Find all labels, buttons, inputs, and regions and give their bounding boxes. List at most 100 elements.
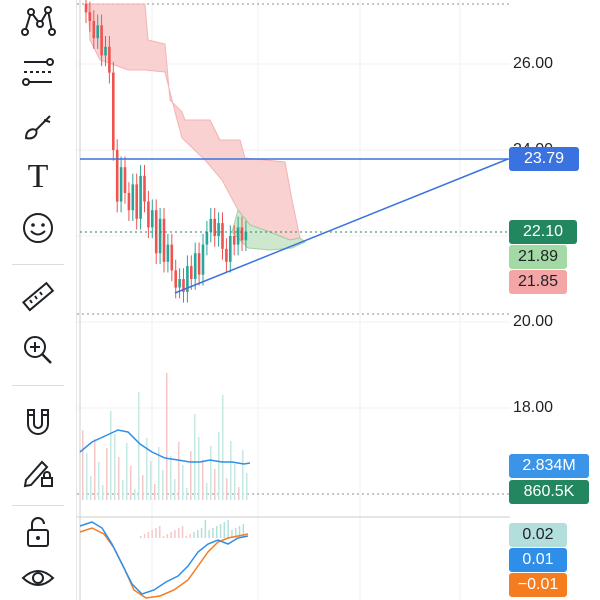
candle-body [100,25,103,56]
macd-histogram-bar [140,536,142,538]
candle-body [217,223,220,236]
price-tick-label: 26.00 [513,55,554,72]
macd-histogram-bar [174,530,176,538]
ichimoku-cloud-green [231,208,306,251]
candle-body [131,184,135,211]
eye-tool-button[interactable] [14,556,62,600]
brush-tool-button[interactable] [14,104,62,148]
drawing-toolbar: T [0,0,77,600]
volume-bar [154,484,156,500]
macd-histogram-bar [235,528,237,538]
volume-bar [134,489,136,500]
candle-body [135,184,138,219]
pencil-lock-tool-button[interactable] [14,450,62,494]
trendline-price-tag[interactable]: 23.79 [509,147,579,171]
last-price-tag: 22.10 [509,220,577,244]
pencil-lock-tool-icon [23,460,53,488]
toolbar-divider [12,505,64,506]
macd-histogram-bar [193,532,195,538]
volume-bar [214,469,216,500]
macd-histogram [140,520,245,538]
emoji-tool-button[interactable] [14,206,62,250]
volume-bar [202,460,204,500]
volume-bar [186,488,188,500]
magnet-tool-button[interactable] [14,400,62,444]
candle-body [127,193,131,211]
candle-body [166,244,170,262]
volume-bar [246,473,248,500]
volume-bar [86,453,88,500]
volume-bar [94,439,96,500]
volume-bar [218,432,220,500]
candle-body [96,25,99,39]
toolbar-divider [12,385,64,386]
candle-body [178,279,181,288]
candle-body [213,218,216,236]
cloud-span-a-tag: 21.89 [509,245,567,269]
candle-body [190,266,193,279]
volume-bar [234,464,236,500]
fib-tool-button[interactable] [14,50,62,94]
candle-body [151,210,154,228]
lock-tool-button[interactable] [14,510,62,554]
text-tool-button[interactable]: T [14,155,62,199]
eye-tool-icon [21,570,55,586]
fib-tool-icon [22,58,54,86]
macd-histogram-bar [166,534,169,538]
volume-bar [106,448,108,500]
volume-bar [230,441,232,500]
candle-body [143,175,146,202]
volume-bar [242,450,244,500]
volume-bar [170,456,172,500]
macd-histogram-bar [147,532,150,538]
macd-histogram-bar [170,532,172,538]
volume-bar [82,430,84,500]
candle-body [92,21,96,39]
ruler-tool-icon [22,281,55,312]
macd-value-tag: 0.01 [509,548,567,572]
volume-bar [142,475,144,500]
candle-body [104,46,107,56]
macd-histogram-bar [227,520,229,538]
signal-line [79,527,249,599]
macd-histogram-bar [208,530,210,538]
magnet-tool-icon [27,409,49,435]
grid-lines [77,0,510,600]
macd-histogram-bar [216,526,218,538]
candle-body [170,244,174,271]
candle-body [112,72,115,150]
candle-body [158,218,162,254]
macd-histogram-bar [185,536,188,538]
lock-tool-icon [27,517,49,547]
volume-bar [226,478,228,500]
volume-bar [118,457,120,500]
ruler-tool-button[interactable] [14,276,62,320]
volume-bar [178,442,180,500]
volume-bar [198,437,200,500]
candlestick-series [84,0,248,303]
volume-bar [126,443,128,500]
candle-body [147,201,150,228]
volume-bar [162,470,164,500]
volume-bar [210,446,212,500]
candle-body [225,248,228,262]
zoom-in-tool-button[interactable] [14,328,62,372]
candle-body [240,227,244,241]
candle-body [119,167,123,202]
candle-body [108,46,111,73]
candle-body [84,3,88,13]
candle-body [139,175,142,219]
price-tick-label: 20.00 [513,313,554,330]
macd-histogram-bar [242,524,245,538]
volume-bar [182,465,184,500]
volume-bar [190,451,192,500]
candle-body [162,218,166,262]
price-tick-label: 18.00 [513,399,554,416]
volume-bar [206,483,208,500]
trendline[interactable] [174,158,509,294]
pattern-tool-icon [21,6,56,36]
candle-body [209,218,213,232]
macd-histogram-bar [231,530,233,538]
pattern-tool-button[interactable] [14,0,62,44]
